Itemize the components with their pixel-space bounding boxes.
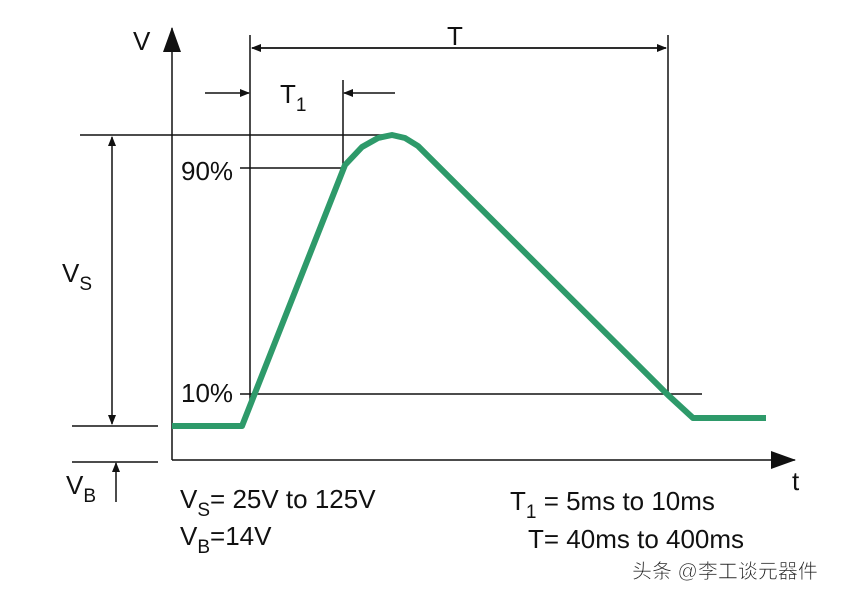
pulse-waveform	[172, 132, 766, 429]
note: VS= 25V to 125V	[180, 484, 376, 521]
rise-label: T1	[280, 79, 306, 116]
note-main: V	[180, 521, 198, 551]
note-rest: = 5ms to 10ms	[536, 486, 714, 516]
rise-main: T	[280, 79, 296, 109]
x-axis-label: t	[792, 466, 800, 496]
note-rest: = 25V to 125V	[210, 484, 376, 514]
vs-label: VS	[62, 258, 92, 295]
note-rest: = 40ms to 400ms	[544, 524, 744, 554]
note-rest: =14V	[210, 521, 272, 551]
note-sub: 1	[526, 502, 537, 523]
note: T1 = 5ms to 10ms	[510, 486, 715, 523]
note-sub: B	[197, 537, 210, 558]
vb-main: V	[66, 470, 84, 500]
watermark: 头条 @李工谈元器件	[632, 560, 818, 583]
vs-main: V	[62, 258, 80, 288]
level-10-label: 10%	[181, 378, 233, 408]
vs-sub: S	[79, 274, 92, 295]
rise-sub: 1	[296, 95, 307, 116]
y-axis-label: V	[133, 26, 151, 56]
note-main: T	[528, 524, 544, 554]
note: VB=14V	[180, 521, 272, 558]
note-main: V	[180, 484, 198, 514]
note: T= 40ms to 400ms	[528, 524, 744, 554]
period-label: T	[447, 21, 463, 51]
note-sub: S	[197, 500, 210, 521]
note-main: T	[510, 486, 526, 516]
vb-label: VB	[66, 470, 96, 507]
level-90-label: 90%	[181, 156, 233, 186]
vb-sub: B	[83, 486, 96, 507]
